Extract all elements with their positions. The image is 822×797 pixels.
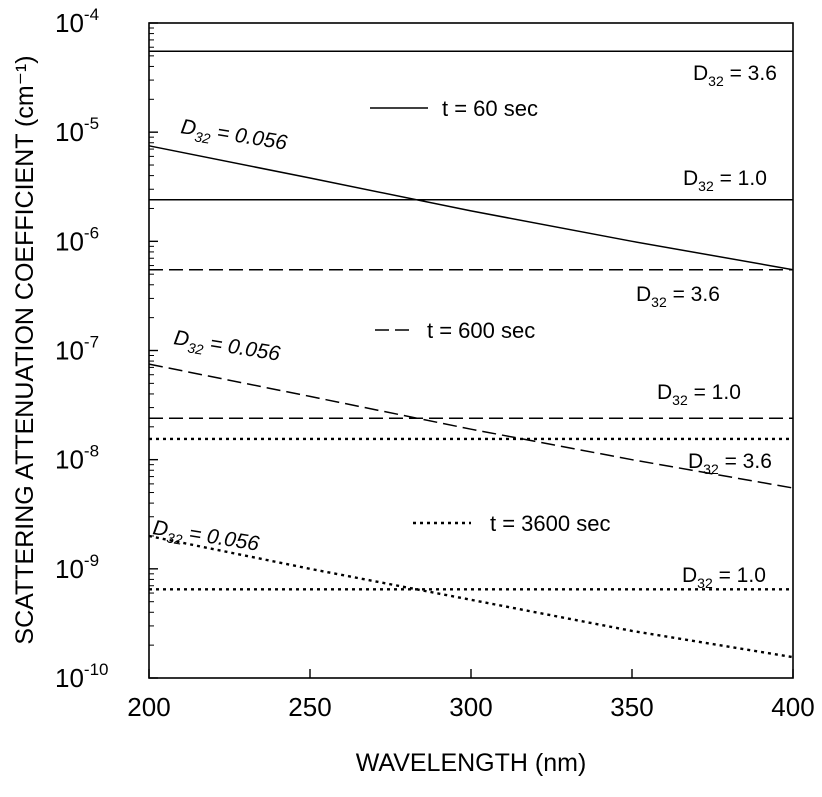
x-tick-label-200: 200 xyxy=(127,692,170,722)
x-tick-label-350: 350 xyxy=(610,692,653,722)
y-tick-label--10: 10-10 xyxy=(55,660,109,693)
annotation-ann-3600-36: D32 = 3.6 xyxy=(688,450,772,477)
legend: t = 60 sec t = 600 sec t = 3600 sec xyxy=(370,96,610,536)
x-tick-label-400: 400 xyxy=(771,692,814,722)
y-axis: 10-10 10-9 10-8 10-7 10-6 10-5 10-4 xyxy=(55,5,158,693)
legend-label-dashed: t = 600 sec xyxy=(427,318,535,343)
series-line-solid-2 xyxy=(148,145,794,271)
series-line-dotted-8 xyxy=(148,534,794,659)
legend-label-dotted: t = 3600 sec xyxy=(490,511,610,536)
annotation-ann-3600-10: D32 = 1.0 xyxy=(682,564,766,591)
series-group xyxy=(148,50,794,659)
annotation-ann-60-36: D32 = 3.6 xyxy=(693,62,777,89)
x-tick-label-300: 300 xyxy=(449,692,492,722)
annotation-ann-600-0056: D32 = 0.056 xyxy=(172,326,282,369)
annotation-ann-600-10: D32 = 1.0 xyxy=(657,381,741,408)
y-tick-label--8: 10-8 xyxy=(55,442,99,475)
y-tick-label--4: 10-4 xyxy=(55,5,99,38)
annotation-ann-3600-0056: D32 = 0.056 xyxy=(151,516,261,559)
series-line-dashed-5 xyxy=(148,363,794,489)
annotation-ann-60-0056: D32 = 0.056 xyxy=(179,115,289,158)
y-tick-label--7: 10-7 xyxy=(55,333,99,366)
x-axis-title: WAVELENGTH (nm) xyxy=(356,749,587,777)
y-axis-title: SCATTERING ATTENUATION COEFFICIENT (cm⁻¹… xyxy=(11,55,39,644)
y-tick-label--5: 10-5 xyxy=(55,114,99,147)
y-tick-label--6: 10-6 xyxy=(55,223,99,256)
x-tick-label-250: 250 xyxy=(288,692,331,722)
x-axis: 200 250 300 350 400 xyxy=(127,669,815,722)
annotation-ann-60-10: D32 = 1.0 xyxy=(683,167,767,194)
annotations: D32 = 3.6 D32 = 1.0 D32 = 0.056 D32 = 3.6 D3… xyxy=(151,62,777,591)
annotation-ann-600-36: D32 = 3.6 xyxy=(636,283,720,310)
y-tick-label--9: 10-9 xyxy=(55,551,99,584)
legend-label-solid: t = 60 sec xyxy=(442,96,538,121)
